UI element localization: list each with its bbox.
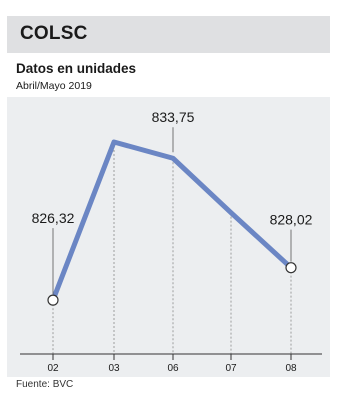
chart-period: Abril/Mayo 2019 [16,80,92,92]
plot-area [7,97,330,377]
title-bar: COLSC [7,16,330,53]
series-line [50,139,294,303]
x-tick-label-02: 02 [47,363,59,374]
chart-subtitle: Datos en unidades [16,61,137,76]
x-tick-label-06: 06 [167,363,179,374]
data-point-02 [47,294,59,306]
data-label-06: 833,75 [152,109,195,125]
data-label-08: 828,02 [270,212,313,228]
data-label-02: 826,32 [32,210,75,226]
source-note: Fuente: BVC [16,379,74,390]
chart-title: COLSC [20,23,88,44]
x-tick-label-07: 07 [225,363,237,374]
x-tick-label-08: 08 [285,363,297,374]
x-tick-label-03: 03 [108,363,120,374]
data-point-08 [285,262,297,274]
